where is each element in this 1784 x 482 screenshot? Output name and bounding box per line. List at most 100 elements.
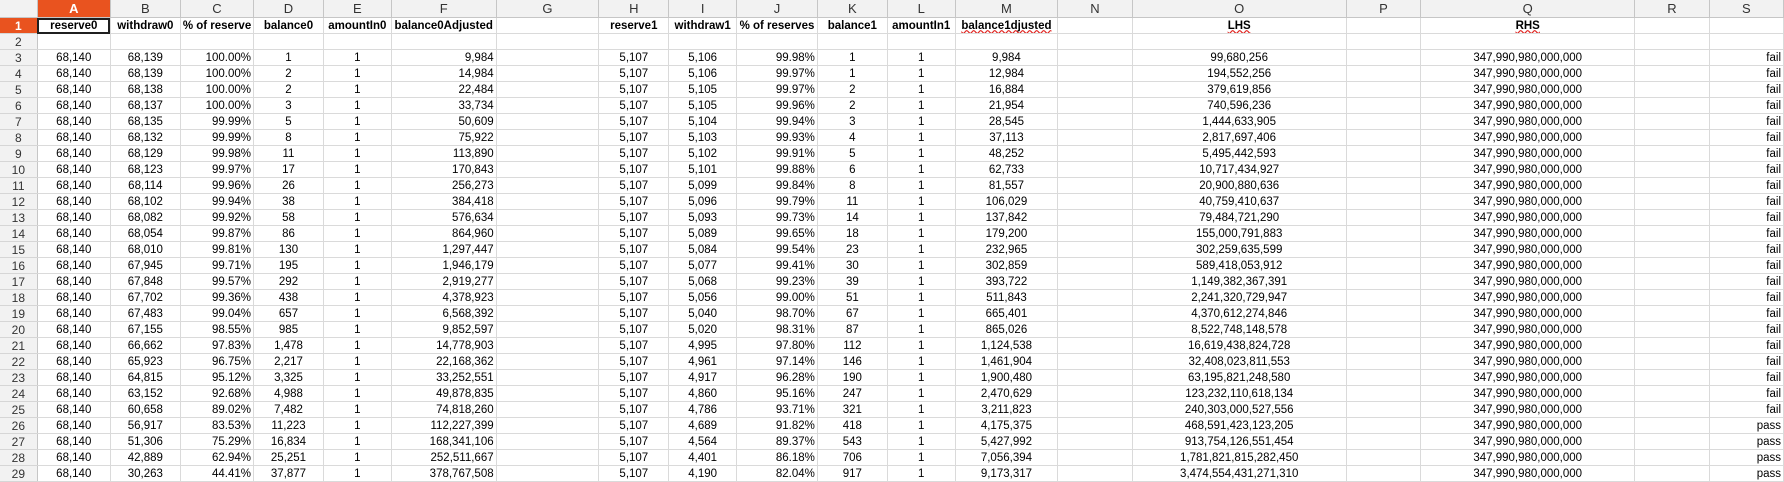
cell-l29[interactable]: 1 xyxy=(887,465,956,482)
cell-h20[interactable]: 5,107 xyxy=(598,321,670,338)
cell-b17[interactable]: 67,848 xyxy=(110,273,181,290)
cell-e18[interactable]: 1 xyxy=(323,289,392,306)
cell-b5[interactable]: 68,138 xyxy=(110,81,181,98)
cell-k15[interactable]: 23 xyxy=(817,241,888,258)
cell-b11[interactable]: 68,114 xyxy=(110,177,181,194)
row-header-19[interactable]: 19 xyxy=(0,305,38,322)
cell-r26[interactable] xyxy=(1634,417,1710,434)
cell-p24[interactable] xyxy=(1346,385,1422,402)
cell-m20[interactable]: 865,026 xyxy=(955,321,1059,338)
cell-h4[interactable]: 5,107 xyxy=(598,65,670,82)
cell-c9[interactable]: 99.98% xyxy=(180,145,255,162)
cell-o6[interactable]: 740,596,236 xyxy=(1132,97,1347,114)
cell-h19[interactable]: 5,107 xyxy=(598,305,670,322)
cell-c21[interactable]: 97.83% xyxy=(180,337,255,354)
column-header-f[interactable]: F xyxy=(391,0,497,18)
cell-k2[interactable] xyxy=(817,33,888,50)
cell-a7[interactable]: 68,140 xyxy=(37,113,111,130)
cell-p29[interactable] xyxy=(1346,465,1422,482)
cell-e26[interactable]: 1 xyxy=(323,417,392,434)
cell-b23[interactable]: 64,815 xyxy=(110,369,181,386)
cell-j17[interactable]: 99.23% xyxy=(736,273,818,290)
cell-e5[interactable]: 1 xyxy=(323,81,392,98)
cell-j20[interactable]: 98.31% xyxy=(736,321,818,338)
cell-j1[interactable]: % of reserves xyxy=(736,17,818,34)
column-header-h[interactable]: H xyxy=(598,0,670,18)
cell-o2[interactable] xyxy=(1132,33,1347,50)
cell-b8[interactable]: 68,132 xyxy=(110,129,181,146)
cell-n6[interactable] xyxy=(1057,97,1133,114)
cell-p25[interactable] xyxy=(1346,401,1422,418)
cell-a28[interactable]: 68,140 xyxy=(37,449,111,466)
cell-r14[interactable] xyxy=(1634,225,1710,242)
cell-m18[interactable]: 511,843 xyxy=(955,289,1059,306)
cell-j25[interactable]: 93.71% xyxy=(736,401,818,418)
cell-e4[interactable]: 1 xyxy=(323,65,392,82)
cell-k4[interactable]: 1 xyxy=(817,65,888,82)
cell-h1[interactable]: reserve1 xyxy=(598,17,670,34)
cell-o5[interactable]: 379,619,856 xyxy=(1132,81,1347,98)
cell-n29[interactable] xyxy=(1057,465,1133,482)
cell-c26[interactable]: 83.53% xyxy=(180,417,255,434)
cell-o12[interactable]: 40,759,410,637 xyxy=(1132,193,1347,210)
cell-m14[interactable]: 179,200 xyxy=(955,225,1059,242)
cell-r2[interactable] xyxy=(1634,33,1710,50)
cell-c6[interactable]: 100.00% xyxy=(180,97,255,114)
cell-m3[interactable]: 9,984 xyxy=(955,49,1059,66)
cell-i27[interactable]: 4,564 xyxy=(668,433,738,450)
cell-q15[interactable]: 347,990,980,000,000 xyxy=(1420,241,1636,258)
cell-e7[interactable]: 1 xyxy=(323,113,392,130)
cell-r3[interactable] xyxy=(1634,49,1710,66)
cell-i29[interactable]: 4,190 xyxy=(668,465,738,482)
cell-n1[interactable] xyxy=(1057,17,1133,34)
cell-j13[interactable]: 99.73% xyxy=(736,209,818,226)
cell-n7[interactable] xyxy=(1057,113,1133,130)
cell-q12[interactable]: 347,990,980,000,000 xyxy=(1420,193,1636,210)
row-header-10[interactable]: 10 xyxy=(0,161,38,178)
column-header-q[interactable]: Q xyxy=(1420,0,1636,18)
cell-d21[interactable]: 1,478 xyxy=(253,337,324,354)
row-header-16[interactable]: 16 xyxy=(0,257,38,274)
cell-s9[interactable]: fail xyxy=(1709,145,1784,162)
cell-p11[interactable] xyxy=(1346,177,1422,194)
cell-l5[interactable]: 1 xyxy=(887,81,956,98)
column-header-a[interactable]: A xyxy=(37,0,111,18)
cell-s14[interactable]: fail xyxy=(1709,225,1784,242)
cell-i5[interactable]: 5,105 xyxy=(668,81,738,98)
cell-h10[interactable]: 5,107 xyxy=(598,161,670,178)
cell-q11[interactable]: 347,990,980,000,000 xyxy=(1420,177,1636,194)
cell-o1[interactable]: LHS xyxy=(1132,17,1347,34)
cell-f16[interactable]: 1,946,179 xyxy=(391,257,497,274)
cell-s4[interactable]: fail xyxy=(1709,65,1784,82)
cell-m15[interactable]: 232,965 xyxy=(955,241,1059,258)
cell-a20[interactable]: 68,140 xyxy=(37,321,111,338)
cell-m9[interactable]: 48,252 xyxy=(955,145,1059,162)
cell-g6[interactable] xyxy=(496,97,600,114)
cell-g12[interactable] xyxy=(496,193,600,210)
cell-a4[interactable]: 68,140 xyxy=(37,65,111,82)
cell-i13[interactable]: 5,093 xyxy=(668,209,738,226)
cell-g10[interactable] xyxy=(496,161,600,178)
cell-h16[interactable]: 5,107 xyxy=(598,257,670,274)
cell-f20[interactable]: 9,852,597 xyxy=(391,321,497,338)
cell-a6[interactable]: 68,140 xyxy=(37,97,111,114)
row-header-3[interactable]: 3 xyxy=(0,49,38,66)
cell-l18[interactable]: 1 xyxy=(887,289,956,306)
cell-f14[interactable]: 864,960 xyxy=(391,225,497,242)
cell-m24[interactable]: 2,470,629 xyxy=(955,385,1059,402)
cell-f12[interactable]: 384,418 xyxy=(391,193,497,210)
cell-s15[interactable]: fail xyxy=(1709,241,1784,258)
cell-d29[interactable]: 37,877 xyxy=(253,465,324,482)
cell-b24[interactable]: 63,152 xyxy=(110,385,181,402)
cell-i3[interactable]: 5,106 xyxy=(668,49,738,66)
cell-l7[interactable]: 1 xyxy=(887,113,956,130)
cell-a18[interactable]: 68,140 xyxy=(37,289,111,306)
cell-q13[interactable]: 347,990,980,000,000 xyxy=(1420,209,1636,226)
cell-m17[interactable]: 393,722 xyxy=(955,273,1059,290)
cell-n27[interactable] xyxy=(1057,433,1133,450)
cell-f11[interactable]: 256,273 xyxy=(391,177,497,194)
cell-s26[interactable]: pass xyxy=(1709,417,1784,434)
cell-f6[interactable]: 33,734 xyxy=(391,97,497,114)
cell-i15[interactable]: 5,084 xyxy=(668,241,738,258)
row-header-2[interactable]: 2 xyxy=(0,33,38,50)
